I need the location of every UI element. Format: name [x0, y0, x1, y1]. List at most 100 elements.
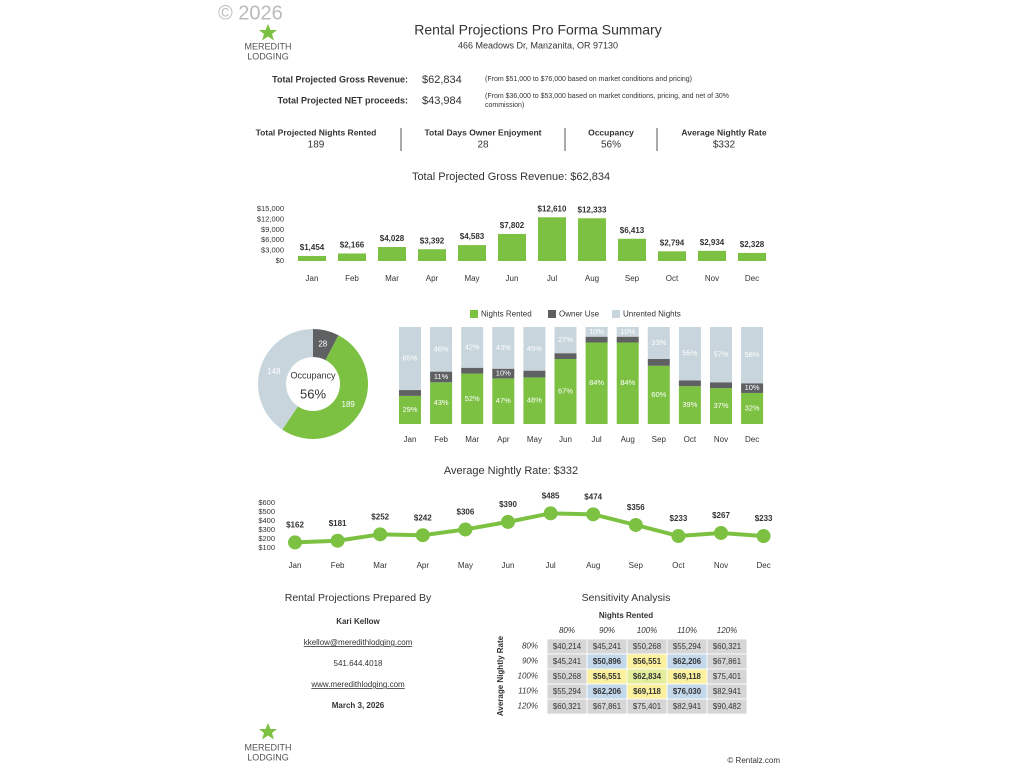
footer: © Rentalz.com — [727, 756, 780, 765]
point — [586, 507, 601, 522]
bar — [738, 252, 766, 261]
x-tick-label: Oct — [684, 435, 697, 444]
contact-website[interactable]: www.meredithlodging.com — [310, 680, 405, 689]
y-tick-label: $15,000 — [257, 204, 284, 213]
center-title: Occupancy — [290, 370, 336, 380]
bar-segment — [461, 327, 484, 368]
bar — [418, 249, 446, 261]
x-tick-label: Sep — [629, 561, 644, 570]
point — [415, 528, 430, 543]
point — [288, 535, 302, 550]
segment-label: 27% — [558, 335, 573, 344]
cell-value: $90,482 — [713, 702, 741, 711]
x-tick-label: Jan — [404, 435, 417, 444]
point — [501, 514, 515, 529]
row-label: 80% — [522, 642, 538, 651]
value-label: $356 — [627, 503, 645, 512]
cell-value: $40,214 — [553, 642, 582, 651]
x-tick-label: Jun — [559, 435, 572, 444]
segment-label: 84% — [620, 378, 635, 387]
bar-segment — [461, 367, 484, 374]
point — [543, 506, 558, 521]
contact-title: Rental Projections Prepared By — [285, 592, 432, 604]
value-label: $4,583 — [460, 232, 485, 241]
x-tick-label: Jul — [591, 435, 601, 444]
x-tick-label: Nov — [714, 561, 728, 570]
segment-label: 58% — [745, 350, 760, 359]
bar-segment — [710, 382, 732, 389]
segment-label: 42% — [465, 342, 480, 351]
value-label: $2,166 — [340, 241, 365, 250]
row-label: 90% — [522, 657, 538, 666]
value-label: $12,610 — [538, 204, 567, 213]
y-tick-label: $300 — [258, 525, 275, 534]
value-label: $2,794 — [660, 238, 685, 247]
x-tick-label: Mar — [465, 435, 479, 444]
value-label: $485 — [542, 491, 560, 500]
bar — [338, 253, 366, 261]
column-header: Nights Rented — [599, 611, 653, 620]
watermark: © 2026 — [218, 2, 283, 24]
x-tick-label: Jan — [306, 274, 319, 283]
bar-segment — [647, 359, 670, 366]
cell-value: $55,294 — [673, 642, 702, 651]
center-label: 56% — [300, 386, 326, 401]
kpi-value: 189 — [308, 140, 325, 151]
segment-label: 10% — [745, 383, 760, 392]
x-tick-label: Jan — [289, 561, 302, 570]
table-title: Sensitivity Analysis — [582, 592, 671, 604]
cell-value: $82,941 — [713, 687, 741, 696]
value-label: $7,802 — [500, 221, 525, 230]
logo-text: MEREDITH — [245, 41, 292, 51]
x-tick-label: Aug — [585, 274, 599, 283]
x-tick-label: May — [527, 435, 542, 444]
bar — [298, 255, 326, 261]
bar-segment — [647, 327, 670, 360]
bar-segment — [399, 327, 421, 391]
kpi-value: 28 — [477, 140, 489, 151]
bar-segment — [678, 327, 701, 381]
x-tick-label: Dec — [745, 274, 759, 283]
bar — [378, 247, 406, 261]
segment-label: 67% — [558, 386, 573, 395]
column-label: 90% — [599, 626, 615, 635]
bar-segment — [554, 327, 577, 354]
y-tick-label: $500 — [258, 507, 275, 516]
contact-email[interactable]: kkellow@meredithlodging.com — [304, 638, 413, 647]
column-label: 110% — [677, 626, 697, 635]
bar-segment — [492, 368, 515, 379]
value-label: $1,454 — [300, 243, 325, 252]
summary-value: $62,834 — [422, 74, 462, 86]
x-tick-label: Jul — [545, 561, 555, 570]
bar-segment — [554, 359, 577, 424]
bar-segment — [523, 370, 546, 378]
value-label: $306 — [457, 508, 475, 517]
cell-value: $67,861 — [713, 657, 741, 666]
cell-value: $82,941 — [673, 702, 701, 711]
y-tick-label: $600 — [258, 498, 275, 507]
row-label: 100% — [518, 672, 538, 681]
segment-label: 39% — [682, 400, 697, 409]
column-label: 100% — [637, 626, 657, 635]
bar-segment — [585, 327, 608, 337]
legend-label: Unrented Nights — [623, 310, 681, 319]
bar-segment — [647, 365, 670, 424]
cell-value: $62,206 — [593, 687, 622, 696]
bar-segment — [678, 386, 701, 424]
bar-segment — [430, 327, 453, 372]
segment-label: 10% — [620, 327, 635, 336]
y-tick-label: $12,000 — [257, 214, 284, 223]
cell-value: $56,551 — [593, 672, 622, 681]
cell-value: $60,321 — [553, 702, 581, 711]
bar-segment — [585, 336, 608, 343]
chart-title: Average Nightly Rate: $332 — [444, 465, 578, 477]
segment-label: 84% — [589, 378, 604, 387]
x-tick-label: Sep — [625, 274, 640, 283]
segment-label: 60% — [651, 390, 666, 399]
segment-label: 43% — [496, 343, 511, 352]
table-cell — [706, 698, 748, 715]
x-tick-label: Jun — [502, 561, 515, 570]
summary-note: (From $36,000 to $53,000 based on market… — [485, 93, 729, 109]
bar-segment — [523, 327, 546, 371]
point — [714, 525, 728, 540]
